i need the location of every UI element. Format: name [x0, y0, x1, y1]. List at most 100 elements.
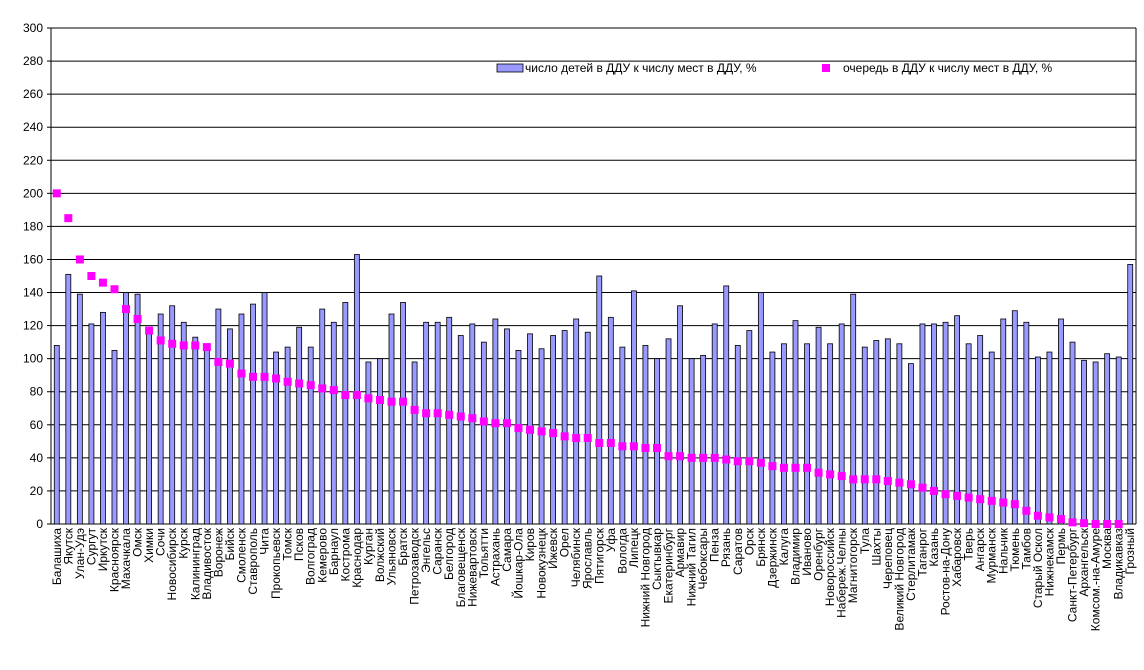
bar: [573, 318, 580, 525]
marker-point: [953, 491, 962, 500]
y-tick-label: 60: [30, 418, 44, 432]
y-tick-label: 280: [23, 54, 43, 68]
x-tick-label: Курск: [177, 527, 191, 559]
marker-point: [987, 496, 996, 505]
marker-point: [595, 438, 604, 447]
marker-point: [387, 397, 396, 406]
marker-point: [629, 442, 638, 451]
bar: [746, 330, 753, 525]
marker-point: [225, 359, 234, 368]
marker-point: [618, 442, 627, 451]
x-tick-label: Петрозаводск: [408, 527, 422, 604]
bar: [319, 308, 326, 525]
bar: [238, 313, 245, 525]
bar: [215, 308, 222, 525]
marker-point: [422, 409, 431, 418]
bar: [423, 321, 430, 525]
y-tick-label: 180: [23, 219, 43, 233]
bar: [284, 346, 291, 525]
bar: [457, 335, 464, 525]
y-tick-label: 200: [23, 186, 43, 200]
x-tick-label: Владивосток: [200, 527, 214, 599]
x-tick-label: Уфа: [604, 528, 618, 552]
x-tick-label: Якутск: [61, 527, 75, 564]
bar: [850, 293, 857, 525]
bar: [411, 361, 418, 525]
x-tick-label: Старый Оскол: [1031, 528, 1045, 608]
marker-point: [1114, 520, 1123, 528]
x-tick-label: Ульяновск: [385, 527, 399, 585]
marker-point: [1103, 520, 1112, 528]
x-tick-label: Ростов-на-Дону: [939, 528, 953, 615]
y-tick-label: 0: [36, 517, 43, 531]
bar: [377, 358, 383, 525]
marker-point: [964, 493, 973, 502]
marker-point: [98, 278, 107, 287]
marker-point: [606, 438, 615, 447]
x-tick-label: Тольятти: [477, 528, 491, 578]
x-tick-label: Оренбург: [812, 527, 826, 580]
marker-point: [1022, 506, 1031, 515]
marker-point: [918, 483, 927, 492]
x-tick-label: Новокузнецк: [535, 527, 549, 598]
x-tick-label: Нижний Тагил: [685, 528, 699, 606]
marker-point: [202, 343, 211, 352]
x-tick-label: Киров: [523, 528, 537, 561]
bar: [53, 345, 60, 525]
marker-point: [895, 478, 904, 487]
x-tick-label: Краснодар: [350, 528, 364, 588]
x-tick-label: Прокопьевск: [269, 527, 283, 599]
marker-point: [999, 498, 1008, 507]
x-tick-label: Армавир: [673, 528, 687, 578]
bar: [711, 323, 718, 525]
marker-point: [295, 379, 304, 388]
marker-point: [433, 409, 442, 418]
x-tick-label: Сыктывкар: [650, 528, 664, 590]
bar: [446, 316, 453, 525]
marker-point: [1033, 511, 1042, 520]
bar: [884, 338, 891, 525]
x-tick-label: Братск: [396, 527, 410, 565]
bar: [1011, 310, 1018, 525]
x-tick-label: Красноярск: [107, 527, 121, 592]
bar: [434, 321, 441, 525]
x-tick-label: Калуга: [777, 528, 791, 566]
x-tick-label: Грозный: [1123, 528, 1137, 575]
bar: [342, 302, 349, 525]
bar: [400, 302, 406, 525]
marker-point: [122, 305, 131, 314]
x-tick-label: Иваново: [800, 528, 814, 576]
marker-point: [699, 453, 708, 462]
bar: [469, 323, 476, 525]
legend-bar-label: число детей в ДДУ к числу мест в ДДУ, %: [525, 61, 757, 75]
marker-point: [479, 417, 488, 426]
bar: [677, 305, 683, 525]
bar: [988, 351, 995, 525]
x-tick-label: Астрахань: [488, 528, 502, 586]
marker-point: [549, 429, 558, 438]
marker-point: [318, 384, 327, 393]
bar: [1127, 264, 1134, 525]
marker-point: [191, 341, 200, 350]
bar: [642, 345, 649, 525]
marker-point: [329, 386, 338, 395]
bar: [1081, 359, 1087, 525]
bar: [1092, 361, 1099, 525]
bar: [76, 293, 83, 525]
x-tick-label: Череповец: [881, 528, 895, 589]
marker-point: [1010, 500, 1019, 509]
x-tick-label: Ижевск: [546, 527, 560, 569]
bar: [250, 303, 256, 525]
bar: [157, 313, 164, 525]
bar: [146, 328, 153, 525]
bar: [169, 305, 176, 525]
bar: [1023, 321, 1030, 525]
bar: [665, 338, 672, 525]
marker-point: [352, 391, 361, 400]
bar: [1034, 356, 1041, 525]
bar: [180, 321, 187, 525]
x-tick-label: Махачкала: [119, 528, 133, 590]
x-tick-label: Липецк: [627, 527, 641, 568]
